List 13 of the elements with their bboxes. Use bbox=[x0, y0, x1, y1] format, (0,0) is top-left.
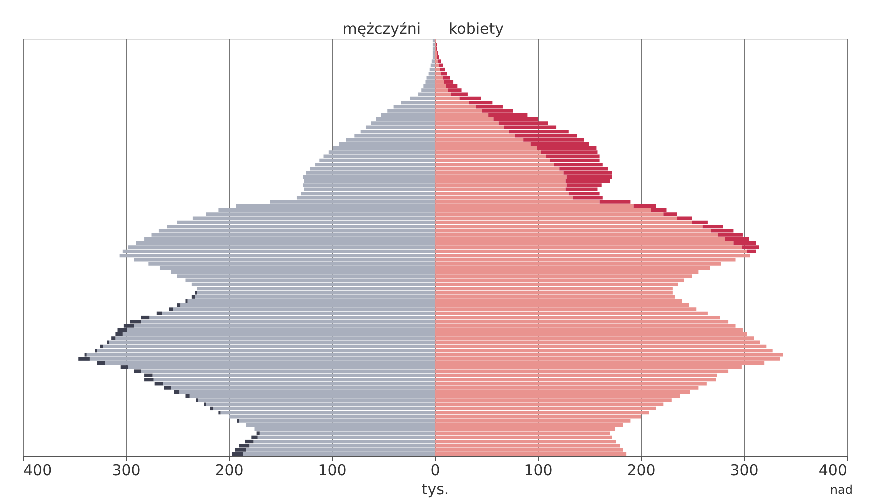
text: nad bbox=[830, 483, 853, 497]
x-tick-label: 100 bbox=[318, 462, 347, 480]
x-axis-title: tys. bbox=[422, 480, 450, 498]
x-tick-label: 400 bbox=[24, 462, 52, 480]
series-label: mężczyźni bbox=[342, 20, 421, 38]
series-label: kobiety bbox=[449, 20, 504, 38]
x-tick-label: 300 bbox=[112, 462, 141, 480]
x-tick-label: 200 bbox=[215, 462, 244, 480]
x-tick-label: 100 bbox=[524, 462, 553, 480]
x-tick-label: 400 bbox=[818, 462, 848, 480]
x-tick-label: 0 bbox=[430, 462, 440, 480]
x-tick-label: 300 bbox=[730, 462, 759, 480]
x-tick-label: 200 bbox=[627, 462, 656, 480]
